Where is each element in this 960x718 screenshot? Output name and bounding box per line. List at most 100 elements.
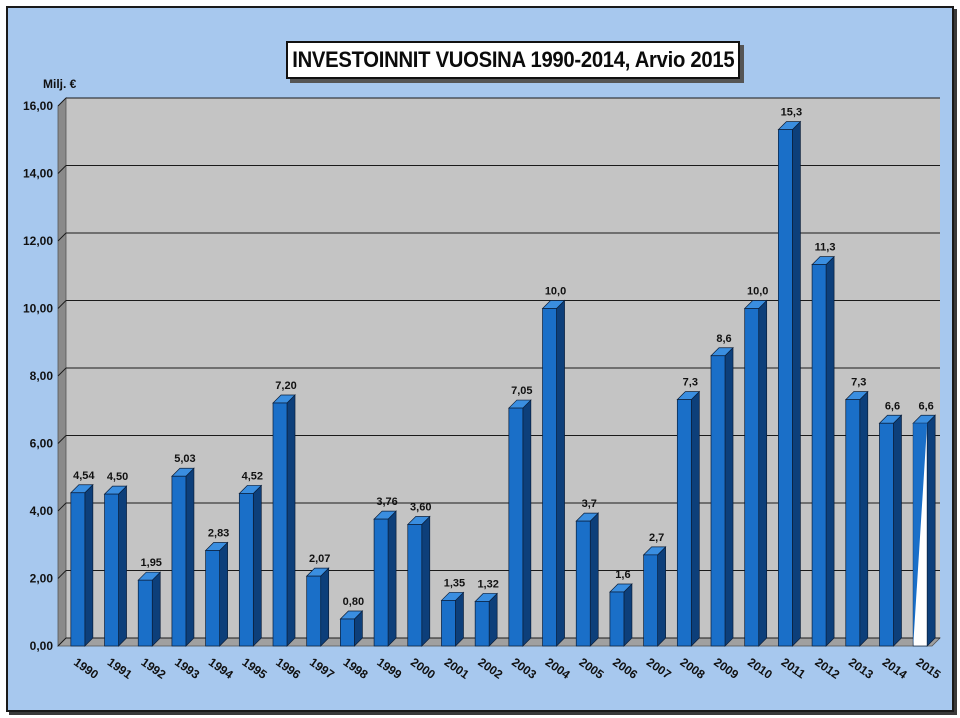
bar-side: [792, 120, 801, 647]
x-tick-label-2002: 2002: [475, 655, 505, 682]
bar-1994: [204, 541, 229, 647]
bar-2012: [811, 255, 835, 647]
bar-1997: [305, 567, 330, 647]
bar-front: [845, 399, 861, 647]
bar-1992: [137, 571, 162, 647]
bar-front: [542, 308, 557, 647]
x-tick-label-2007: 2007: [644, 655, 674, 682]
bar-front-estimate-fill: [913, 423, 928, 646]
bar-front: [575, 520, 591, 647]
value-label-1998: 0,80: [343, 596, 364, 608]
bar-side: [118, 485, 127, 647]
bar-front: [508, 407, 524, 647]
value-label-1995: 4,52: [242, 470, 263, 482]
bar-2014: [878, 414, 903, 647]
bar-front: [879, 422, 894, 647]
x-tick-label-1998: 1998: [341, 655, 371, 682]
value-label-1996: 7,20: [275, 380, 296, 392]
bar-side: [286, 394, 296, 647]
value-labels: 4,54 4,501,955,032,834,527,202,070,803,76…: [73, 107, 934, 608]
bar-1995: [238, 484, 263, 647]
bar-side: [252, 484, 262, 647]
y-tick-label: 10,00: [23, 302, 53, 316]
bar-side: [185, 467, 195, 647]
bar-side: [589, 512, 599, 647]
bar-front: [373, 518, 389, 647]
x-tick-label-2009: 2009: [711, 655, 741, 682]
bar-2006: [609, 583, 633, 647]
bar-front: [104, 493, 119, 647]
x-tick-label-2010: 2010: [745, 655, 775, 682]
bar-front: [70, 492, 86, 647]
value-label-2013: 7,3: [851, 377, 866, 389]
bar-2015: [912, 414, 936, 647]
bar-side: [320, 567, 330, 647]
y-tick-label: 12,00: [23, 234, 53, 248]
value-label-1993: 5,03: [174, 453, 195, 465]
x-tick-label-1995: 1995: [240, 655, 270, 682]
value-label-2009: 8,6: [716, 333, 731, 345]
bar-2011: [777, 120, 802, 647]
bar-side: [825, 255, 835, 647]
y-axis-ticks: 0,00 2,00 4,00 6,00 8,00 10,00 12,00 14,00 16,00: [23, 99, 53, 653]
bar-2003: [508, 399, 532, 647]
value-label-1992: 1,95: [141, 557, 162, 569]
value-label-2003: 7,05: [511, 385, 532, 397]
value-label-2014: 6,6: [885, 400, 900, 412]
bar-side: [657, 546, 666, 647]
bar-chart: 0,00 2,00 4,00 6,00 8,00 10,00 12,00 14,00 16,00…: [23, 97, 944, 682]
x-tick-label-2005: 2005: [577, 655, 607, 682]
y-tick-label: 6,00: [30, 437, 54, 451]
bar-side: [724, 346, 734, 647]
bar-1993: [171, 467, 195, 647]
y-tick-label: 8,00: [30, 369, 54, 383]
value-label-2008: 7,3: [683, 377, 698, 389]
bar-2002: [474, 592, 498, 647]
bar-side: [690, 390, 700, 647]
value-label-1991: 4,50: [107, 471, 128, 483]
value-label-2002: 1,32: [477, 578, 498, 590]
bar-1991: [103, 485, 128, 647]
value-label-2012: 11,3: [815, 242, 836, 254]
x-tick-label-1991: 1991: [105, 655, 135, 682]
x-tick-label-2015: 2015: [913, 655, 943, 682]
x-tick-label-2012: 2012: [812, 655, 842, 682]
bar-front: [710, 355, 726, 647]
bar-2004: [541, 299, 566, 647]
bar-side: [151, 571, 161, 647]
bar-2000: [406, 515, 431, 647]
bar-front: [441, 600, 456, 647]
bars: [70, 120, 936, 647]
gridline-side: [57, 435, 67, 444]
bar-side: [421, 515, 431, 647]
bar-2001: [440, 591, 465, 647]
bar-2010: [743, 299, 768, 647]
bar-side: [219, 541, 228, 647]
value-label-1990: 4,54: [73, 470, 95, 482]
x-tick-label-1990: 1990: [71, 655, 101, 682]
x-tick-label-1992: 1992: [139, 655, 169, 682]
bar-front: [609, 591, 625, 647]
bar-2007: [642, 546, 667, 647]
bar-2008: [676, 390, 701, 647]
value-label-2004: 10,0: [545, 286, 566, 298]
gridline-side: [57, 367, 67, 377]
bar-front: [171, 475, 187, 647]
y-tick-label: 2,00: [30, 572, 54, 586]
bar-side: [859, 390, 869, 647]
bar-front: [306, 575, 322, 647]
bar-front: [137, 579, 153, 647]
chart-frame: 0,00 2,00 4,00 6,00 8,00 10,00 12,00 14,00 16,00…: [6, 6, 954, 712]
bar-side: [522, 399, 532, 647]
bar-front: [643, 554, 658, 647]
bar-side: [556, 299, 565, 647]
bar-side: [488, 592, 498, 647]
bar-front: [744, 308, 760, 647]
y-tick-label: 0,00: [30, 639, 54, 653]
bar-side: [387, 510, 397, 647]
value-label-2001: 1,35: [444, 577, 465, 589]
gridline-side: [57, 165, 67, 174]
bar-1996: [272, 394, 296, 647]
gridline-side: [57, 97, 67, 107]
value-label-2006: 1,6: [615, 569, 630, 581]
